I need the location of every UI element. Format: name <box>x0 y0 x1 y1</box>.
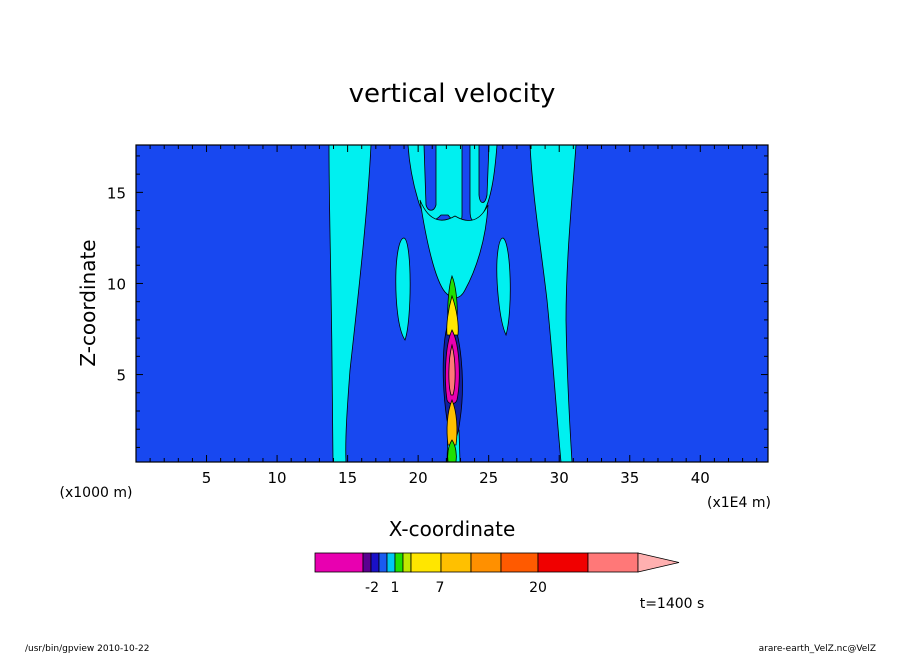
x-axis-ticks: 5 10 15 20 25 30 35 40 <box>149 145 758 487</box>
contour-field <box>136 144 768 463</box>
colorbar-segment <box>440 552 472 573</box>
colorbar-segment <box>370 552 380 573</box>
x-axis-label: X-coordinate <box>389 517 516 541</box>
contour-oval-left <box>395 237 411 341</box>
colorbar-segment <box>500 552 539 573</box>
y-tick-label: 5 <box>116 367 126 385</box>
colorbar <box>314 552 680 573</box>
x-tick-label: 40 <box>691 469 710 487</box>
contour-gap-right <box>478 144 490 203</box>
footer-right: arare-earth_VelZ.nc@VelZ <box>759 644 876 654</box>
colorbar-segment <box>378 552 388 573</box>
colorbar-segment <box>587 552 639 573</box>
colorbar-segment <box>362 552 372 573</box>
contour-oval-right <box>496 237 511 337</box>
contour-band-center-lower <box>419 199 489 299</box>
colorbar-segment <box>394 552 404 573</box>
time-label: t=1400 s <box>640 596 705 612</box>
colorbar-tick-labels: -2 1 7 20 <box>365 580 547 596</box>
y-tick-label: 10 <box>107 275 126 293</box>
colorbar-segment <box>386 552 396 573</box>
colorbar-segment <box>402 552 412 573</box>
colorbar-tick-label: 1 <box>391 580 400 596</box>
colorbar-segment <box>314 552 364 573</box>
y-axis-label: Z-coordinate <box>76 239 100 366</box>
plot-frame <box>135 144 769 463</box>
colorbar-extension <box>637 552 680 573</box>
x-tick-label: 5 <box>202 469 212 487</box>
x-tick-label: 35 <box>620 469 639 487</box>
x-tick-label: 10 <box>268 469 287 487</box>
colorbar-segment <box>470 552 502 573</box>
colorbar-tick-label: -2 <box>365 580 379 596</box>
colorbar-segment <box>410 552 442 573</box>
footer-left: /usr/bin/gpview 2010-10-22 <box>25 644 149 654</box>
colorbar-segment <box>537 552 589 573</box>
chart-title: vertical velocity <box>349 79 556 109</box>
x-unit-label: (x1E4 m) <box>707 495 771 511</box>
colorbar-tick-label: 20 <box>529 580 547 596</box>
x-tick-label: 20 <box>409 469 428 487</box>
contour-gap-left <box>423 144 437 211</box>
y-tick-label: 15 <box>107 184 126 202</box>
x-tick-label: 30 <box>550 469 569 487</box>
x-tick-label: 15 <box>338 469 357 487</box>
colorbar-tick-label: 7 <box>436 580 445 596</box>
y-axis-ticks: 5 10 15 <box>107 155 768 448</box>
x-tick-label: 25 <box>479 469 498 487</box>
y-unit-label: (x1000 m) <box>60 485 133 501</box>
contour-core-pink <box>448 343 456 396</box>
